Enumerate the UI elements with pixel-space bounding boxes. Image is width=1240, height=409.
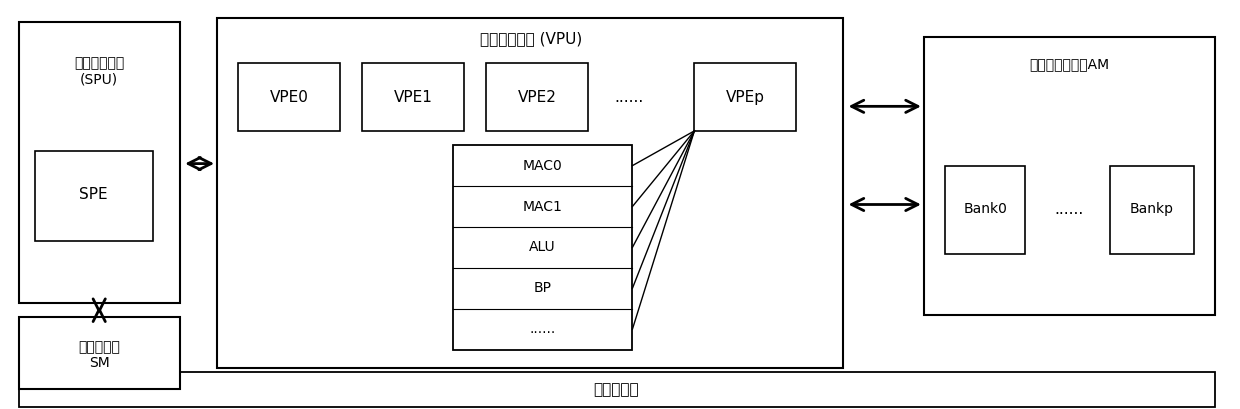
- Text: ......: ......: [614, 90, 644, 105]
- FancyBboxPatch shape: [1110, 166, 1194, 254]
- FancyBboxPatch shape: [945, 166, 1025, 254]
- FancyBboxPatch shape: [217, 18, 843, 368]
- Text: ALU: ALU: [529, 240, 556, 254]
- FancyBboxPatch shape: [238, 63, 340, 131]
- Text: 标量存储器
SM: 标量存储器 SM: [78, 340, 120, 370]
- Text: SPE: SPE: [78, 187, 108, 202]
- Text: ......: ......: [529, 322, 556, 336]
- Text: ......: ......: [1054, 202, 1084, 217]
- Text: Bankp: Bankp: [1130, 202, 1174, 216]
- Text: MAC1: MAC1: [522, 200, 563, 213]
- FancyBboxPatch shape: [19, 372, 1215, 407]
- FancyBboxPatch shape: [486, 63, 588, 131]
- Text: VPE1: VPE1: [393, 90, 433, 105]
- Text: 片外存储器: 片外存储器: [594, 382, 639, 397]
- FancyBboxPatch shape: [453, 145, 632, 350]
- Text: Bank0: Bank0: [963, 202, 1008, 216]
- FancyBboxPatch shape: [19, 22, 180, 303]
- Text: MAC0: MAC0: [522, 159, 563, 173]
- Text: 向量阵列存储器AM: 向量阵列存储器AM: [1029, 58, 1109, 72]
- Text: 向量处理部件 (VPU): 向量处理部件 (VPU): [480, 31, 582, 46]
- FancyBboxPatch shape: [19, 317, 180, 389]
- FancyBboxPatch shape: [35, 151, 153, 241]
- Text: VPEp: VPEp: [725, 90, 765, 105]
- Text: VPE0: VPE0: [269, 90, 309, 105]
- Text: 标量处理部件
(SPU): 标量处理部件 (SPU): [74, 56, 124, 87]
- Text: VPE2: VPE2: [517, 90, 557, 105]
- FancyBboxPatch shape: [924, 37, 1215, 315]
- Text: BP: BP: [533, 281, 552, 295]
- FancyBboxPatch shape: [694, 63, 796, 131]
- FancyBboxPatch shape: [362, 63, 464, 131]
